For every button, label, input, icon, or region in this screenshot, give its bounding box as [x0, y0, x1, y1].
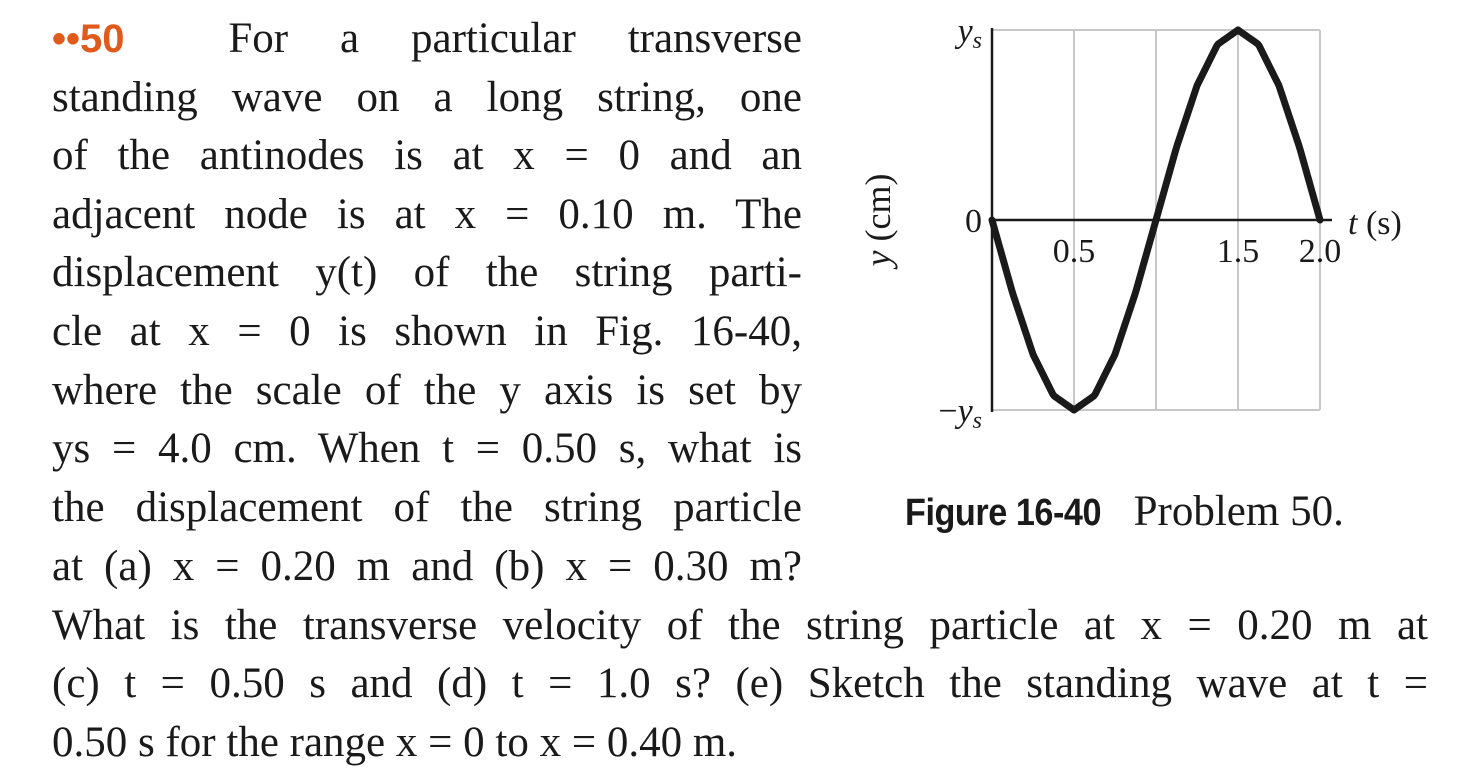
- chart-series: [988, 26, 1324, 414]
- y-tick-label: ys: [955, 13, 982, 54]
- problem-line-1: ••50 For a particular transverse: [52, 10, 802, 68]
- figure-caption: Figure 16-40 Problem 50.: [905, 483, 1344, 542]
- x-tick-label: 1.5: [1217, 233, 1260, 270]
- problem-line-5: displacement y(t) of the string parti-: [52, 249, 802, 296]
- figure-16-40-chart: 0.5 1.5 2.0 ys 0 −ys t (s) y (cm): [858, 13, 1402, 434]
- figure-caption-text: Problem 50.: [1133, 488, 1344, 535]
- problem-line-3: of the antinodes is at x = 0 and an: [52, 132, 802, 179]
- problem-line-6: cle at x = 0 is shown in Fig. 16-40,: [52, 308, 802, 355]
- problem-line-12: (c) t = 0.50 s and (d) t = 1.0 s? (e) Sk…: [52, 660, 1428, 707]
- y-tick-label: −ys: [938, 393, 982, 434]
- problem-line-11: What is the transverse velocity of the s…: [52, 602, 1428, 649]
- problem-number: ••50: [52, 17, 125, 61]
- problem-line-8: ys = 4.0 cm. When t = 0.50 s, what is: [52, 425, 802, 472]
- problem-line-10: at (a) x = 0.20 m and (b) x = 0.30 m?: [52, 543, 802, 590]
- problem-line-13: 0.50 s for the range x = 0 to x = 0.40 m…: [52, 719, 738, 766]
- problem-text: For a particular transverse: [228, 15, 802, 62]
- x-axis-label: t (s): [1348, 205, 1402, 242]
- series-curve: [988, 26, 1324, 414]
- problem-line-7: where the scale of the y axis is set by: [52, 367, 802, 414]
- problem-line-9: the displacement of the string particle: [52, 484, 802, 531]
- problem-line-4: adjacent node is at x = 0.10 m. The: [52, 191, 802, 238]
- x-tick-label: 2.0: [1299, 233, 1342, 270]
- problem-line-2: standing wave on a long string, one: [52, 74, 802, 121]
- x-tick-label: 0.5: [1053, 233, 1096, 270]
- figure-label: Figure 16-40: [905, 492, 1102, 534]
- y-tick-label: 0: [965, 203, 982, 240]
- y-axis-label: y (cm): [858, 174, 898, 270]
- chart-labels: 0.5 1.5 2.0 ys 0 −ys t (s) y (cm): [858, 13, 1402, 434]
